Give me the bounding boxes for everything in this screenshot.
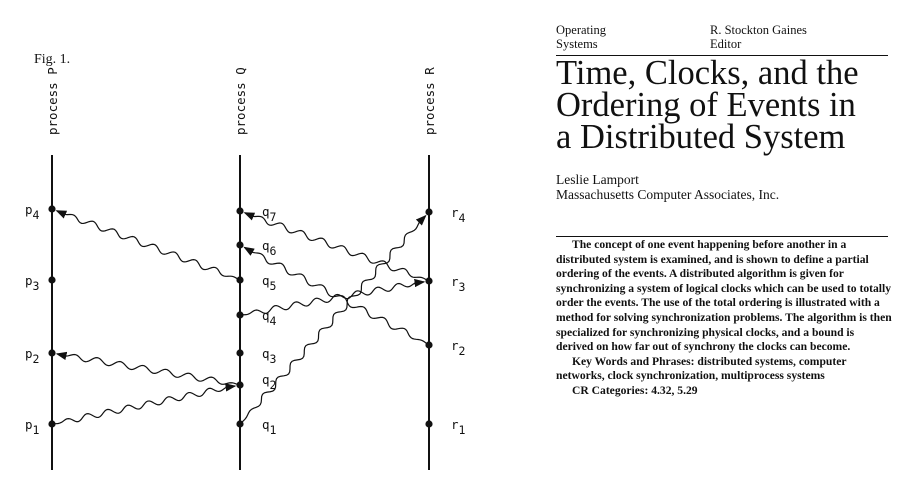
abstract-text: The concept of one event happening befor…	[556, 238, 892, 354]
process-label-1: process P	[45, 67, 60, 135]
event-label-r2: r2	[451, 338, 465, 358]
event-label-q4: q4	[262, 308, 277, 328]
editor-role: Editor	[710, 37, 742, 51]
event-label-q5: q5	[262, 273, 276, 293]
section-line-2: Systems	[556, 37, 598, 51]
event-label-p2: p2	[25, 346, 39, 366]
title-line-3: a Distributed System	[556, 118, 846, 156]
event-label-q1: q1	[262, 417, 277, 437]
figure-label: Fig. 1.	[34, 52, 71, 67]
event-r1	[425, 420, 433, 428]
process-label-3: process R	[422, 67, 437, 135]
title-line-1: Time, Clocks, and the	[556, 54, 859, 92]
event-label-q6: q6	[262, 238, 277, 258]
editor-credit: R. Stockton Gaines Editor	[710, 23, 807, 51]
event-label-p1: p1	[25, 417, 40, 437]
message-q2-p2	[55, 351, 241, 386]
keywords: Key Words and Phrases: distributed syste…	[556, 354, 847, 383]
event-label-q3: q3	[262, 346, 277, 366]
process-label-2: process Q	[233, 67, 248, 135]
event-label-r3: r3	[451, 274, 466, 294]
event-label-q2: q2	[262, 372, 276, 392]
event-q7	[236, 207, 244, 215]
author-name: Leslie Lamport	[556, 172, 639, 187]
event-q6	[236, 241, 244, 249]
message-r3-q7	[243, 212, 430, 282]
message-p1-q2	[51, 383, 237, 425]
section-line-1: Operating	[556, 23, 606, 37]
abstract-rule	[556, 236, 888, 237]
message-q1-r4	[239, 214, 427, 425]
event-p3	[48, 276, 56, 284]
event-q3	[236, 349, 244, 357]
event-p4	[48, 205, 56, 213]
header-rule	[556, 55, 888, 56]
cr-categories: CR Categories: 4.32, 5.29	[572, 383, 698, 397]
message-q4-r3	[239, 278, 426, 316]
message-r2-q6	[243, 246, 430, 346]
paper-title: Time, Clocks, and the Ordering of Events…	[556, 54, 901, 156]
abstract-block: The concept of one event happening befor…	[556, 238, 892, 399]
event-label-p4: p4	[25, 202, 40, 222]
space-time-diagram: Fig. 1. process P p1 p2 p3 p4 process Q q1 q2 q3…	[25, 52, 466, 470]
message-q5-p4	[55, 210, 241, 281]
event-label-q7: q7	[262, 204, 277, 224]
author-affiliation: Massachusetts Computer Associates, Inc.	[556, 187, 780, 202]
event-p2	[48, 349, 56, 357]
author-block: Leslie Lamport Massachusetts Computer As…	[556, 172, 779, 202]
editor-name: R. Stockton Gaines	[710, 23, 807, 37]
section-heading: Operating Systems	[556, 23, 606, 51]
event-r4	[425, 208, 433, 216]
event-label-p3: p3	[25, 273, 40, 293]
title-line-2: Ordering of Events in	[556, 86, 856, 124]
diagram-canvas: process P p1 p2 p3 p4 process Q q1 q2 q3 q4 q5 q6 q7…	[25, 67, 466, 470]
event-label-r4: r4	[451, 205, 466, 225]
event-label-r1: r1	[451, 417, 466, 437]
